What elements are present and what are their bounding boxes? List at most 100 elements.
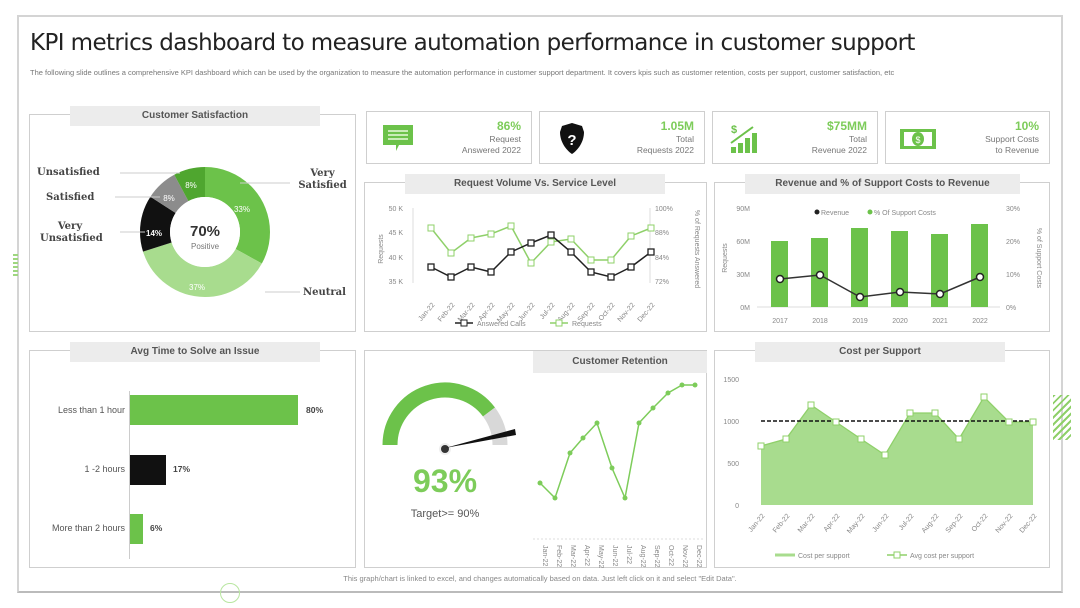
svg-text:2018: 2018 <box>812 318 828 325</box>
svg-text:Positive: Positive <box>191 242 220 251</box>
svg-text:Requests: Requests <box>378 234 385 264</box>
svg-text:Feb-22: Feb-22 <box>555 545 562 567</box>
svg-text:Requests: Requests <box>572 321 602 328</box>
bar-less-than-1-hour <box>130 395 298 425</box>
satisfaction-donut-chart: 33% 37% 14% 8% 8% 70% Positive <box>115 167 300 297</box>
slide-frame <box>17 15 1063 593</box>
svg-text:Revenue: Revenue <box>821 210 849 217</box>
svg-text:37%: 37% <box>189 283 205 292</box>
svg-text:Oct-22: Oct-22 <box>667 545 674 566</box>
svg-text:2022: 2022 <box>972 318 988 325</box>
svg-text:0%: 0% <box>1006 305 1016 312</box>
svg-text:$: $ <box>731 124 737 136</box>
svg-text:8%: 8% <box>163 194 175 203</box>
svg-text:Answered Calls: Answered Calls <box>477 321 526 328</box>
svg-text:0: 0 <box>735 503 739 510</box>
svg-text:Nov-22: Nov-22 <box>995 513 1015 535</box>
svg-text:Dec-22: Dec-22 <box>637 302 657 324</box>
svg-text:Feb-22: Feb-22 <box>772 513 792 535</box>
cost-per-support-area-chart: 1500 1000 500 0 Jan-22 Feb-22 Mar-22 Apr… <box>723 377 1039 560</box>
right-decoration-hatch <box>1053 395 1071 440</box>
svg-text:Jun-22: Jun-22 <box>871 513 890 534</box>
svg-text:Nov-22: Nov-22 <box>617 302 637 324</box>
positive-percent: 70% <box>190 223 220 240</box>
svg-text:May-22: May-22 <box>846 513 866 535</box>
svg-text:0M: 0M <box>740 305 750 312</box>
revenue-growth-icon: $ <box>730 124 757 153</box>
svg-text:Mar-22: Mar-22 <box>569 545 576 567</box>
svg-text:Aug-22: Aug-22 <box>639 545 646 568</box>
page-subtitle: The following slide outlines a comprehen… <box>30 68 895 77</box>
svg-text:1500: 1500 <box>723 377 739 384</box>
svg-text:30%: 30% <box>1006 206 1020 213</box>
banknote-icon: $ <box>900 129 936 149</box>
request-volume-line-chart: 50 K 45 K 40 K 35 K 100% 88% 84% 72% Req… <box>378 206 700 328</box>
gauge-value: 93% <box>412 463 478 499</box>
chat-bubble-icon <box>383 125 413 151</box>
svg-text:Dec-22: Dec-22 <box>695 545 702 568</box>
svg-text:88%: 88% <box>655 230 669 237</box>
panel-title: Customer Satisfaction <box>70 106 320 126</box>
svg-text:Oct-22: Oct-22 <box>971 513 990 534</box>
svg-text:Jul-22: Jul-22 <box>625 545 632 564</box>
svg-text:% Of Support Costs: % Of Support Costs <box>874 210 936 217</box>
svg-text:% of Support Costs: % of Support Costs <box>1035 228 1042 289</box>
svg-text:100%: 100% <box>655 206 673 213</box>
kpi-card-support-costs: $ 10% Support Costs to Revenue <box>885 111 1050 164</box>
svg-text:$: $ <box>915 135 920 145</box>
svg-text:1000: 1000 <box>723 419 739 426</box>
segment-very-satisfied: 33% <box>234 205 250 214</box>
request-volume-panel: Request Volume Vs. Service Level 50 K 45… <box>364 174 707 332</box>
svg-text:Jan-22: Jan-22 <box>541 545 548 567</box>
svg-text:Mar-22: Mar-22 <box>797 513 817 535</box>
svg-text:Apr-22: Apr-22 <box>823 513 842 534</box>
svg-text:60M: 60M <box>736 239 750 246</box>
svg-text:Jun-22: Jun-22 <box>611 545 618 567</box>
svg-text:14%: 14% <box>146 229 162 238</box>
svg-text:8%: 8% <box>185 181 197 190</box>
svg-text:Jul-22: Jul-22 <box>539 302 557 321</box>
svg-text:20%: 20% <box>1006 239 1020 246</box>
svg-text:Jun-22: Jun-22 <box>517 302 536 323</box>
bar-axis <box>129 391 130 559</box>
svg-text:45 K: 45 K <box>389 230 404 237</box>
revenue-panel: Revenue and % of Support Costs to Revenu… <box>714 174 1050 332</box>
svg-text:2020: 2020 <box>892 318 908 325</box>
svg-text:35 K: 35 K <box>389 279 404 286</box>
footer-note: This graph/chart is linked to excel, and… <box>343 574 737 583</box>
svg-text:Cost per support: Cost per support <box>798 553 850 560</box>
svg-text:Avg cost per support: Avg cost per support <box>910 553 974 560</box>
shield-question-icon: ? <box>560 123 584 154</box>
retention-title: Customer Retention <box>533 351 707 373</box>
svg-text:Jul-22: Jul-22 <box>898 513 916 532</box>
svg-text:2017: 2017 <box>772 318 788 325</box>
svg-text:Sep-22: Sep-22 <box>945 513 965 535</box>
svg-text:Requests: Requests <box>722 243 729 273</box>
svg-text:500: 500 <box>727 461 739 468</box>
customer-satisfaction-panel: Customer Satisfaction 33% 37% 14% 8% 8% … <box>29 106 356 332</box>
avg-time-panel: Avg Time to Solve an Issue Less than 1 h… <box>29 342 356 568</box>
svg-text:10%: 10% <box>1006 272 1020 279</box>
service-level-gauge <box>382 382 516 455</box>
cost-per-support-panel: Cost per Support 1500 1000 500 0 Jan-22 … <box>714 342 1050 568</box>
svg-text:2021: 2021 <box>932 318 948 325</box>
svg-text:Dec-22: Dec-22 <box>1019 513 1039 535</box>
bottom-circles-icon <box>220 583 240 603</box>
svg-text:Oct-22: Oct-22 <box>598 302 617 323</box>
revenue-bar-chart: 90M 60M 30M 0M 30% 20% 10% 0% Requests %… <box>722 206 1042 325</box>
svg-text:84%: 84% <box>655 255 669 262</box>
bar-1-2-hours <box>130 455 166 485</box>
gauge-target: Target>= 90% <box>410 508 480 520</box>
gauge-retention-panel: 93% Target>= 90% Customer Retention Jan-… <box>364 350 707 568</box>
svg-text:50 K: 50 K <box>389 206 404 213</box>
kpi-card-requests-answered: 86% Request Answered 2022 <box>366 111 532 164</box>
kpi-card-total-requests: ? 1.05M Total Requests 2022 <box>539 111 705 164</box>
svg-text:Apr-22: Apr-22 <box>583 545 590 566</box>
svg-text:Apr-22: Apr-22 <box>478 302 497 323</box>
svg-text:% of Requests Answered: % of Requests Answered <box>693 210 700 288</box>
svg-text:30M: 30M <box>736 272 750 279</box>
svg-text:Feb-22: Feb-22 <box>437 302 457 324</box>
svg-text:90M: 90M <box>736 206 750 213</box>
left-decoration <box>13 254 18 276</box>
svg-text:Nov-22: Nov-22 <box>681 545 688 568</box>
